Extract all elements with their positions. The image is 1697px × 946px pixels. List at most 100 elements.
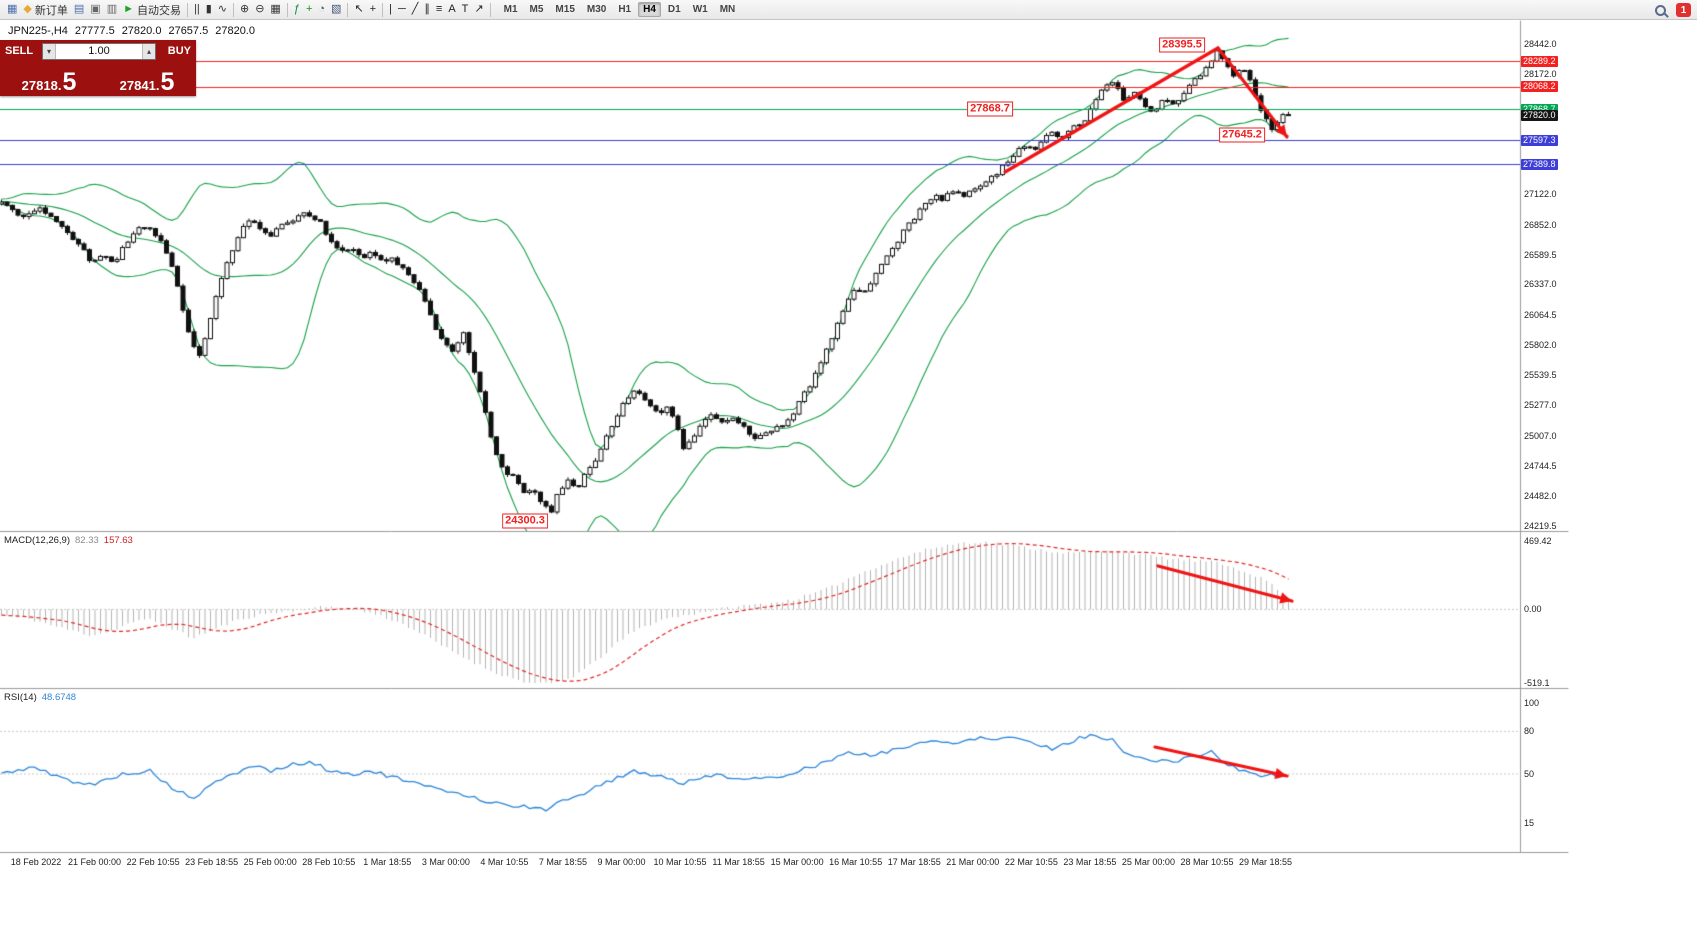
tile-windows-icon[interactable]: ▦ [267,1,283,18]
timeframe-toolbar: M1 M5 M15 M30 H1 H4 D1 W1 MN [498,2,742,17]
timeframe-h1[interactable]: H1 [618,4,632,15]
sell-button[interactable]: 27818. 5 [0,62,98,96]
macd-value-main: 82.33 [75,535,99,546]
price-tick-26589.5: 26589.5 [1524,249,1557,260]
trendline-icon-glyph: ╱ [411,3,419,15]
timeframe-mn[interactable]: MN [719,4,736,15]
autotrading-button-glyph: ► [123,3,134,15]
buy-button[interactable]: 27841. 5 [98,62,196,96]
ohlc-high: 27820.0 [121,25,162,37]
macd-scale-469.42: 469.42 [1524,536,1552,547]
price-tick-25802.0: 25802.0 [1524,339,1557,350]
toolbar-items: ▦ ◆ 新订单 ▤ ▣ ▥ ► 自动交易 || ▮ ∿ ⊕ ⊖ ▦ ƒ + ◔ ▧ ↖ + | ─ ╱ ∥ ≡ A T ↗ [4,1,494,18]
line-chart-icon[interactable]: ∿ [215,1,230,18]
timeframe-m30[interactable]: M30 [586,4,607,15]
price-annotation-27645.2[interactable]: 27645.2 [1219,127,1265,143]
toolbar-separator [186,2,188,17]
crosshair-icon[interactable]: + [367,1,379,18]
zoom-in-icon-glyph: ⊕ [239,3,250,15]
indicators-list-icon-glyph: ƒ [293,3,300,15]
vertical-line-icon-glyph: | [389,3,392,15]
timeframe-m15[interactable]: M15 [555,4,575,15]
zoom-out-icon-glyph: ⊖ [255,3,265,15]
indicators-list-icon[interactable]: ƒ [291,1,303,18]
cursor-icon[interactable]: ↖ [351,1,366,18]
price-tick-25277.0: 25277.0 [1524,399,1557,410]
time-label: 23 Feb 18:55 [185,857,239,867]
sell-price-point: . [57,78,62,93]
horizontal-line-icon[interactable]: ─ [395,1,409,18]
lot-decrease-button[interactable]: ▾ [43,43,56,59]
chart-profile-icon[interactable]: ▤ [71,1,87,18]
price-tick-26337.0: 26337.0 [1524,278,1557,289]
buy-price: 27841 [119,78,156,93]
price-tick-28289.2: 28289.2 [1521,55,1558,67]
label-icon-glyph: T [461,3,469,15]
rsi-value: 48.6748 [41,692,77,703]
main-toolbar: ▦ ◆ 新订单 ▤ ▣ ▥ ► 自动交易 || ▮ ∿ ⊕ ⊖ ▦ ƒ + ◔ ▧ ↖ + | ─ ╱ ∥ ≡ A T ↗ M1 M5 M… [0,0,1697,20]
notification-badge[interactable]: 1 [1676,3,1691,17]
add-indicator-icon-glyph: + [305,3,313,15]
price-tick-24744.5: 24744.5 [1524,460,1557,471]
vertical-line-icon[interactable]: | [386,1,395,18]
fibonacci-icon[interactable]: ≡ [433,1,445,18]
lot-size-input[interactable] [56,43,142,59]
rsi-scale-50: 50 [1524,768,1535,779]
macd-value-signal: 157.63 [103,535,133,546]
arrows-icon[interactable]: ↗ [471,1,486,18]
print-preview-icon-glyph: ▥ [106,3,118,15]
time-label: 15 Mar 00:00 [770,857,824,867]
channel-icon[interactable]: ∥ [421,1,433,18]
zoom-in-icon[interactable]: ⊕ [237,1,252,18]
autotrading-button[interactable]: ► 自动交易 [120,1,184,18]
trendline-icon[interactable]: ╱ [409,1,422,18]
timeframe-h4[interactable]: H4 [638,2,661,17]
templates-icon[interactable]: ▧ [328,1,344,18]
price-annotation-28395.5[interactable]: 28395.5 [1159,37,1205,53]
bar-chart-icon[interactable]: || [191,1,203,18]
add-indicator-icon[interactable]: + [303,1,315,18]
time-label: 16 Mar 10:55 [829,857,883,867]
timeframe-d1[interactable]: D1 [667,4,681,15]
timeframe-m1[interactable]: M1 [503,4,518,15]
new-order-button[interactable]: ◆ 新订单 [20,1,70,18]
ohlc-open: 27777.5 [74,25,115,37]
new-order-button-label: 新订单 [34,4,68,17]
symbol-period-label: JPN225-,H4 [8,25,68,37]
rsi-indicator-label: RSI(14) 48.6748 [4,692,76,703]
print-preview-icon[interactable]: ▥ [104,1,120,18]
text-icon[interactable]: A [445,1,458,18]
sell-label: SELL [5,45,34,57]
price-annotation-24300.3[interactable]: 24300.3 [502,513,548,529]
time-label: 22 Feb 10:55 [126,857,180,867]
lot-size-control[interactable]: ▾ ▴ [42,42,156,60]
price-tick-27122.0: 27122.0 [1524,189,1557,200]
rsi-scale-80: 80 [1524,725,1535,736]
macd-scale--519.1: -519.1 [1524,678,1550,689]
time-label: 25 Feb 00:00 [243,857,297,867]
search-icon[interactable] [1655,4,1666,16]
print-icon[interactable]: ▣ [87,1,103,18]
periods-icon[interactable]: ◔ [315,1,328,18]
toolbar-right-group: 1 [1655,3,1691,17]
time-label: 4 Mar 10:55 [480,857,529,867]
toolbar-separator [347,2,349,17]
candlestick-chart-icon[interactable]: ▮ [203,1,215,18]
zoom-out-icon[interactable]: ⊖ [252,1,267,18]
label-icon[interactable]: T [459,1,472,18]
timeframe-w1[interactable]: W1 [692,4,708,15]
arrows-icon-glyph: ↗ [474,3,484,15]
price-tick-27868.7: 27868.7 [1521,103,1558,115]
toolbar-separator [489,2,491,17]
lot-increase-button[interactable]: ▴ [142,43,155,59]
rsi-scale-15: 15 [1524,818,1535,829]
rsi-scale-100: 100 [1524,697,1540,708]
charts-grid-icon[interactable]: ▦ [4,1,20,18]
time-label: 21 Mar 00:00 [946,857,1000,867]
price-tick-27389.8: 27389.8 [1521,158,1558,170]
price-annotation-27868.7[interactable]: 27868.7 [967,101,1013,117]
cursor-icon-glyph: ↖ [354,3,364,15]
timeframe-m5[interactable]: M5 [529,4,544,15]
periods-icon-glyph: ◔ [318,3,326,15]
